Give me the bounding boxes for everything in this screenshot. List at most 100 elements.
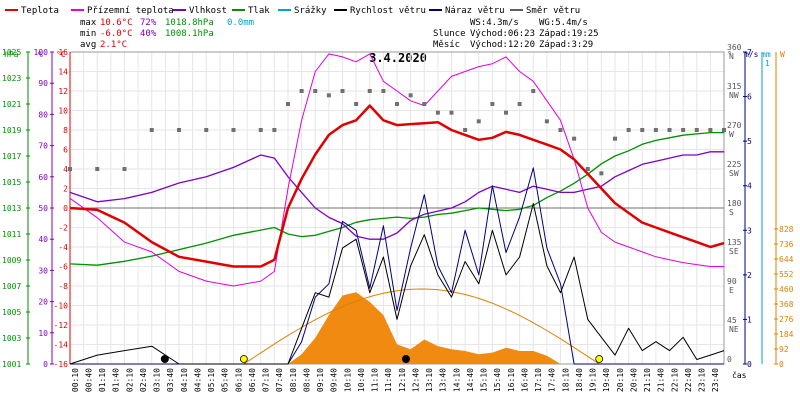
x-tick-label: 12:10 (398, 368, 407, 392)
wind-direction-point (531, 89, 536, 93)
wind-direction-point (626, 128, 631, 132)
x-tick-label: 01:40 (112, 368, 121, 392)
wind-direction-point (640, 128, 645, 132)
wind-direction-point (558, 128, 563, 132)
hpa-tick-label: 1015 (2, 178, 21, 187)
legend-label: Rychlost větru (350, 6, 426, 16)
x-tick-label: 02:40 (139, 368, 148, 392)
x-tick-label: 17:40 (548, 368, 557, 392)
x-tick-label: 11:40 (384, 368, 393, 392)
pct-tick-label: 100 (34, 48, 49, 57)
dir-card-label: S (729, 208, 734, 217)
x-tick-label: 19:10 (589, 368, 598, 392)
x-tick-label: 15:10 (480, 368, 489, 392)
wind-direction-point (340, 89, 345, 93)
wind-direction-point (231, 128, 236, 132)
w-tick-label: 0 (779, 360, 784, 369)
moon-rise: Východ:12:20 (470, 40, 535, 50)
hpa-tick-label: 1021 (2, 100, 21, 109)
pct-tick-label: 10 (38, 329, 48, 338)
wind-direction-point (204, 128, 209, 132)
sun-label: Slunce (433, 29, 466, 39)
legend-label: Srážky (294, 6, 327, 16)
dir-card-label: NW (729, 91, 739, 100)
w-tick-label: 552 (779, 270, 794, 279)
legend-label: Směr větru (526, 6, 580, 16)
x-tick-label: 02:10 (125, 368, 134, 392)
wind-direction-point (422, 102, 427, 106)
stats-avg-label: avg (80, 40, 96, 50)
hpa-tick-label: 1003 (2, 334, 21, 343)
moonset-marker (160, 355, 169, 363)
w-tick-label: 368 (779, 300, 794, 309)
x-tick-label: 00:10 (71, 368, 80, 392)
hpa-tick-label: 1023 (2, 74, 21, 83)
stats-min-label: min (80, 29, 96, 39)
c-tick-label: -2 (58, 224, 68, 233)
x-tick-label: 10:40 (357, 368, 366, 392)
legend-label: Teplota (21, 6, 59, 16)
wind-direction-point (694, 128, 699, 132)
x-tick-label: 07:10 (262, 368, 271, 392)
moon-set: Západ:3:29 (539, 40, 593, 50)
ms-unit: m/s (744, 50, 759, 59)
hpa-tick-label: 1009 (2, 256, 21, 265)
x-tick-label: 10:10 (343, 368, 352, 392)
c-tick-label: -4 (58, 243, 68, 252)
ms-tick-label: 6 (747, 93, 752, 102)
wind-direction-point (667, 128, 672, 132)
w-tick-label: 828 (779, 225, 794, 234)
x-tick-label: 23:40 (711, 368, 720, 392)
moon-label: Měsíc (433, 40, 460, 50)
pressure-line (69, 131, 724, 266)
stats-avg-temp: 2.1°C (100, 40, 127, 50)
wind-direction-point (544, 119, 549, 124)
x-tick-label: 18:10 (561, 368, 570, 392)
legend-label: Tlak (248, 6, 270, 16)
legend-label: Vlhkost (189, 6, 227, 16)
wind-direction-point (395, 102, 399, 106)
x-unit: čas (732, 370, 747, 380)
x-tick-label: 04:10 (180, 368, 189, 392)
x-tick-label: 21:10 (643, 368, 652, 392)
x-tick-label: 14:10 (452, 368, 461, 392)
wind-direction-point (476, 119, 481, 124)
ms-tick-label: 4 (747, 182, 752, 191)
stats-max-hum: 72% (140, 18, 157, 28)
x-tick-label: 07:40 (275, 368, 284, 392)
x-tick-label: 08:40 (302, 368, 311, 392)
c-tick-label: 8 (63, 126, 68, 135)
sunrise-marker (239, 355, 248, 363)
x-tick-label: 00:40 (84, 368, 93, 392)
w-tick-label: 644 (779, 255, 794, 264)
w-tick-label: 460 (779, 285, 794, 294)
ms-tick-label: 3 (747, 226, 752, 235)
x-tick-label: 08:10 (289, 368, 298, 392)
stats-min-press: 1008.1hPa (165, 29, 214, 39)
wind-direction-point (149, 128, 154, 132)
hpa-tick-label: 1011 (2, 230, 21, 239)
c-tick-label: 0 (63, 204, 68, 213)
legend-label: Přízemní teplota (87, 6, 174, 16)
x-tick-label: 09:10 (316, 368, 325, 392)
hpa-unit: hPa (4, 50, 19, 59)
pct-tick-label: 30 (38, 266, 48, 275)
wind-direction-point (653, 128, 658, 132)
x-tick-label: 23:10 (698, 368, 707, 392)
c-tick-label: 6 (63, 146, 68, 155)
x-tick-label: 05:10 (207, 368, 216, 392)
hpa-tick-label: 1025 (2, 48, 21, 57)
w-unit: W (780, 50, 785, 59)
stats-block: max 10.6°C 72% 1018.8hPa 0.0mm min -6.0°… (80, 18, 254, 50)
dir-tick-label: 135 (727, 238, 742, 247)
x-tick-label: 22:10 (670, 368, 679, 392)
pct-tick-label: 70 (38, 142, 48, 151)
pct-tick-label: 80 (38, 110, 48, 119)
dir-card-label: N (729, 52, 734, 61)
ms-tick-label: 1 (747, 315, 752, 324)
ms-tick-label: 0 (747, 360, 752, 369)
pct-tick-label: 20 (38, 298, 48, 307)
sunset-marker (595, 355, 604, 363)
stats-max-temp: 10.6°C (100, 18, 133, 28)
c-unit: °C (56, 50, 66, 59)
